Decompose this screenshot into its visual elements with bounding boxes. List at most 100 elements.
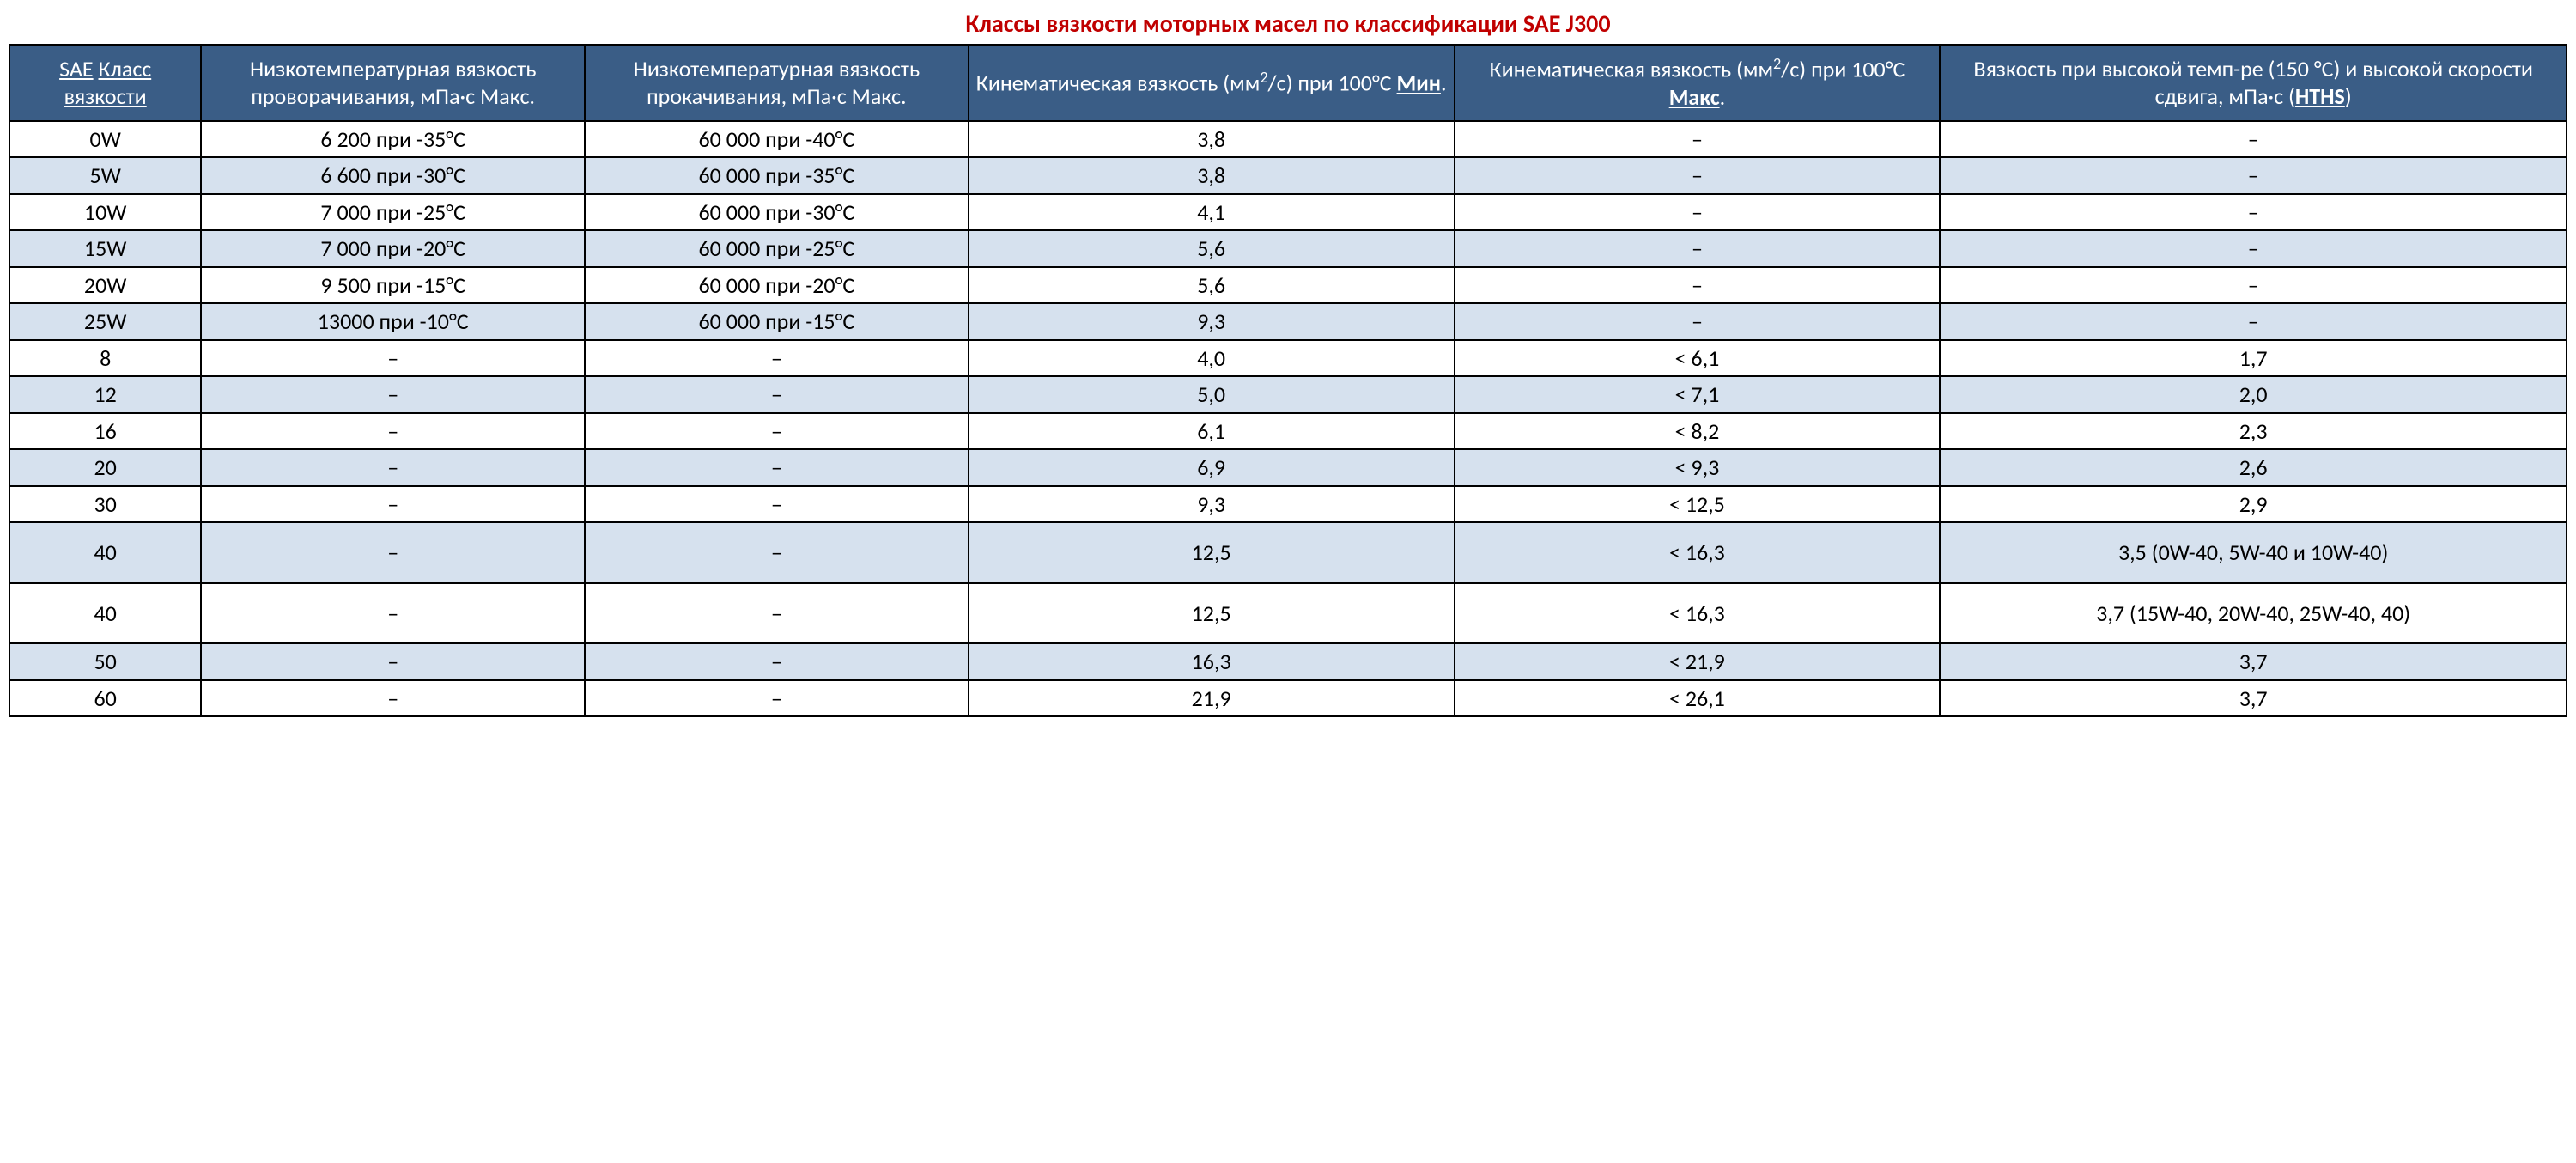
cell: 60 000 при -20°C [585,267,969,304]
table-row: 60––21,9< 26,13,7 [9,680,2567,717]
cell: 3,5 (0W-40, 5W-40 и 10W-40) [1940,522,2567,583]
table-row: 10W7 000 при -25°C60 000 при -30°C4,1–– [9,194,2567,231]
cell: < 9,3 [1455,449,1941,486]
table-row: 16––6,1< 8,22,3 [9,413,2567,450]
col-header-3: Кинематическая вязкость (мм2/с) при 100°… [969,45,1455,121]
cell: < 26,1 [1455,680,1941,717]
cell: 40 [9,522,201,583]
table-row: 25W13000 при -10°C60 000 при -15°C9,3–– [9,303,2567,340]
cell: 3,7 [1940,680,2567,717]
cell: 7 000 при -20°C [201,230,585,267]
cell: 3,7 (15W-40, 20W-40, 25W-40, 40) [1940,583,2567,644]
table-row: 5W6 600 при -30°C60 000 при -35°C3,8–– [9,157,2567,194]
cell: – [1940,303,2567,340]
cell: – [201,486,585,523]
cell: 50 [9,643,201,680]
cell: 16 [9,413,201,450]
cell: – [585,583,969,644]
cell: 16,3 [969,643,1455,680]
cell: 60 000 при -25°C [585,230,969,267]
header-row: SAE Класс вязкостиНизкотемпературная вяз… [9,45,2567,121]
table-row: 20––6,9< 9,32,6 [9,449,2567,486]
cell: 9,3 [969,486,1455,523]
table-row: 50––16,3< 21,93,7 [9,643,2567,680]
table-title: Классы вязкости моторных масел по класси… [9,9,2567,39]
cell: – [1940,194,2567,231]
cell: 60 000 при -30°C [585,194,969,231]
cell: 25W [9,303,201,340]
table-row: 0W6 200 при -35°C60 000 при -40°C3,8–– [9,121,2567,158]
cell: 4,1 [969,194,1455,231]
cell: 60 000 при -35°C [585,157,969,194]
cell: – [1455,303,1941,340]
cell: – [585,376,969,413]
table-body: 0W6 200 при -35°C60 000 при -40°C3,8––5W… [9,121,2567,717]
cell: 6 200 при -35°C [201,121,585,158]
cell: 9 500 при -15°C [201,267,585,304]
cell: 30 [9,486,201,523]
cell: < 8,2 [1455,413,1941,450]
cell: 3,8 [969,157,1455,194]
col-header-4: Кинематическая вязкость (мм2/с) при 100°… [1455,45,1941,121]
cell: – [201,376,585,413]
cell: 20 [9,449,201,486]
cell: – [1455,194,1941,231]
cell: – [585,680,969,717]
cell: 1,7 [1940,340,2567,377]
col-header-5: Вязкость при высокой темп-ре (150 °C) и … [1940,45,2567,121]
cell: 2,6 [1940,449,2567,486]
cell: 2,9 [1940,486,2567,523]
cell: – [585,340,969,377]
cell: < 7,1 [1455,376,1941,413]
table-row: 20W9 500 при -15°C60 000 при -20°C5,6–– [9,267,2567,304]
cell: – [201,413,585,450]
cell: 5,0 [969,376,1455,413]
cell: – [201,449,585,486]
cell: 9,3 [969,303,1455,340]
cell: – [585,522,969,583]
cell: 20W [9,267,201,304]
cell: 40 [9,583,201,644]
cell: 5W [9,157,201,194]
col-header-0: SAE Класс вязкости [9,45,201,121]
cell: 2,3 [1940,413,2567,450]
viscosity-table: SAE Класс вязкостиНизкотемпературная вяз… [9,44,2567,717]
cell: 60 000 при -40°C [585,121,969,158]
cell: – [585,643,969,680]
table-head: SAE Класс вязкостиНизкотемпературная вяз… [9,45,2567,121]
cell: 0W [9,121,201,158]
cell: – [201,522,585,583]
cell: 6,1 [969,413,1455,450]
cell: 12 [9,376,201,413]
cell: – [1455,157,1941,194]
cell: 60 000 при -15°C [585,303,969,340]
cell: < 21,9 [1455,643,1941,680]
cell: – [201,583,585,644]
table-row: 8––4,0< 6,11,7 [9,340,2567,377]
cell: 2,0 [1940,376,2567,413]
table-row: 12––5,0< 7,12,0 [9,376,2567,413]
cell: 6 600 при -30°C [201,157,585,194]
cell: – [1455,121,1941,158]
cell: 60 [9,680,201,717]
cell: 7 000 при -25°C [201,194,585,231]
cell: 12,5 [969,522,1455,583]
cell: 5,6 [969,230,1455,267]
cell: – [1940,230,2567,267]
cell: 3,8 [969,121,1455,158]
cell: 3,7 [1940,643,2567,680]
cell: < 16,3 [1455,522,1941,583]
col-header-2: Низкотемпературная вязкость прокачивания… [585,45,969,121]
cell: 4,0 [969,340,1455,377]
col-header-1: Низкотемпературная вязкость проворачиван… [201,45,585,121]
cell: – [1455,267,1941,304]
cell: – [585,413,969,450]
cell: – [1455,230,1941,267]
cell: < 12,5 [1455,486,1941,523]
table-row: 15W7 000 при -20°C60 000 при -25°C5,6–– [9,230,2567,267]
cell: 10W [9,194,201,231]
cell: 8 [9,340,201,377]
cell: 15W [9,230,201,267]
cell: – [201,643,585,680]
cell: < 6,1 [1455,340,1941,377]
